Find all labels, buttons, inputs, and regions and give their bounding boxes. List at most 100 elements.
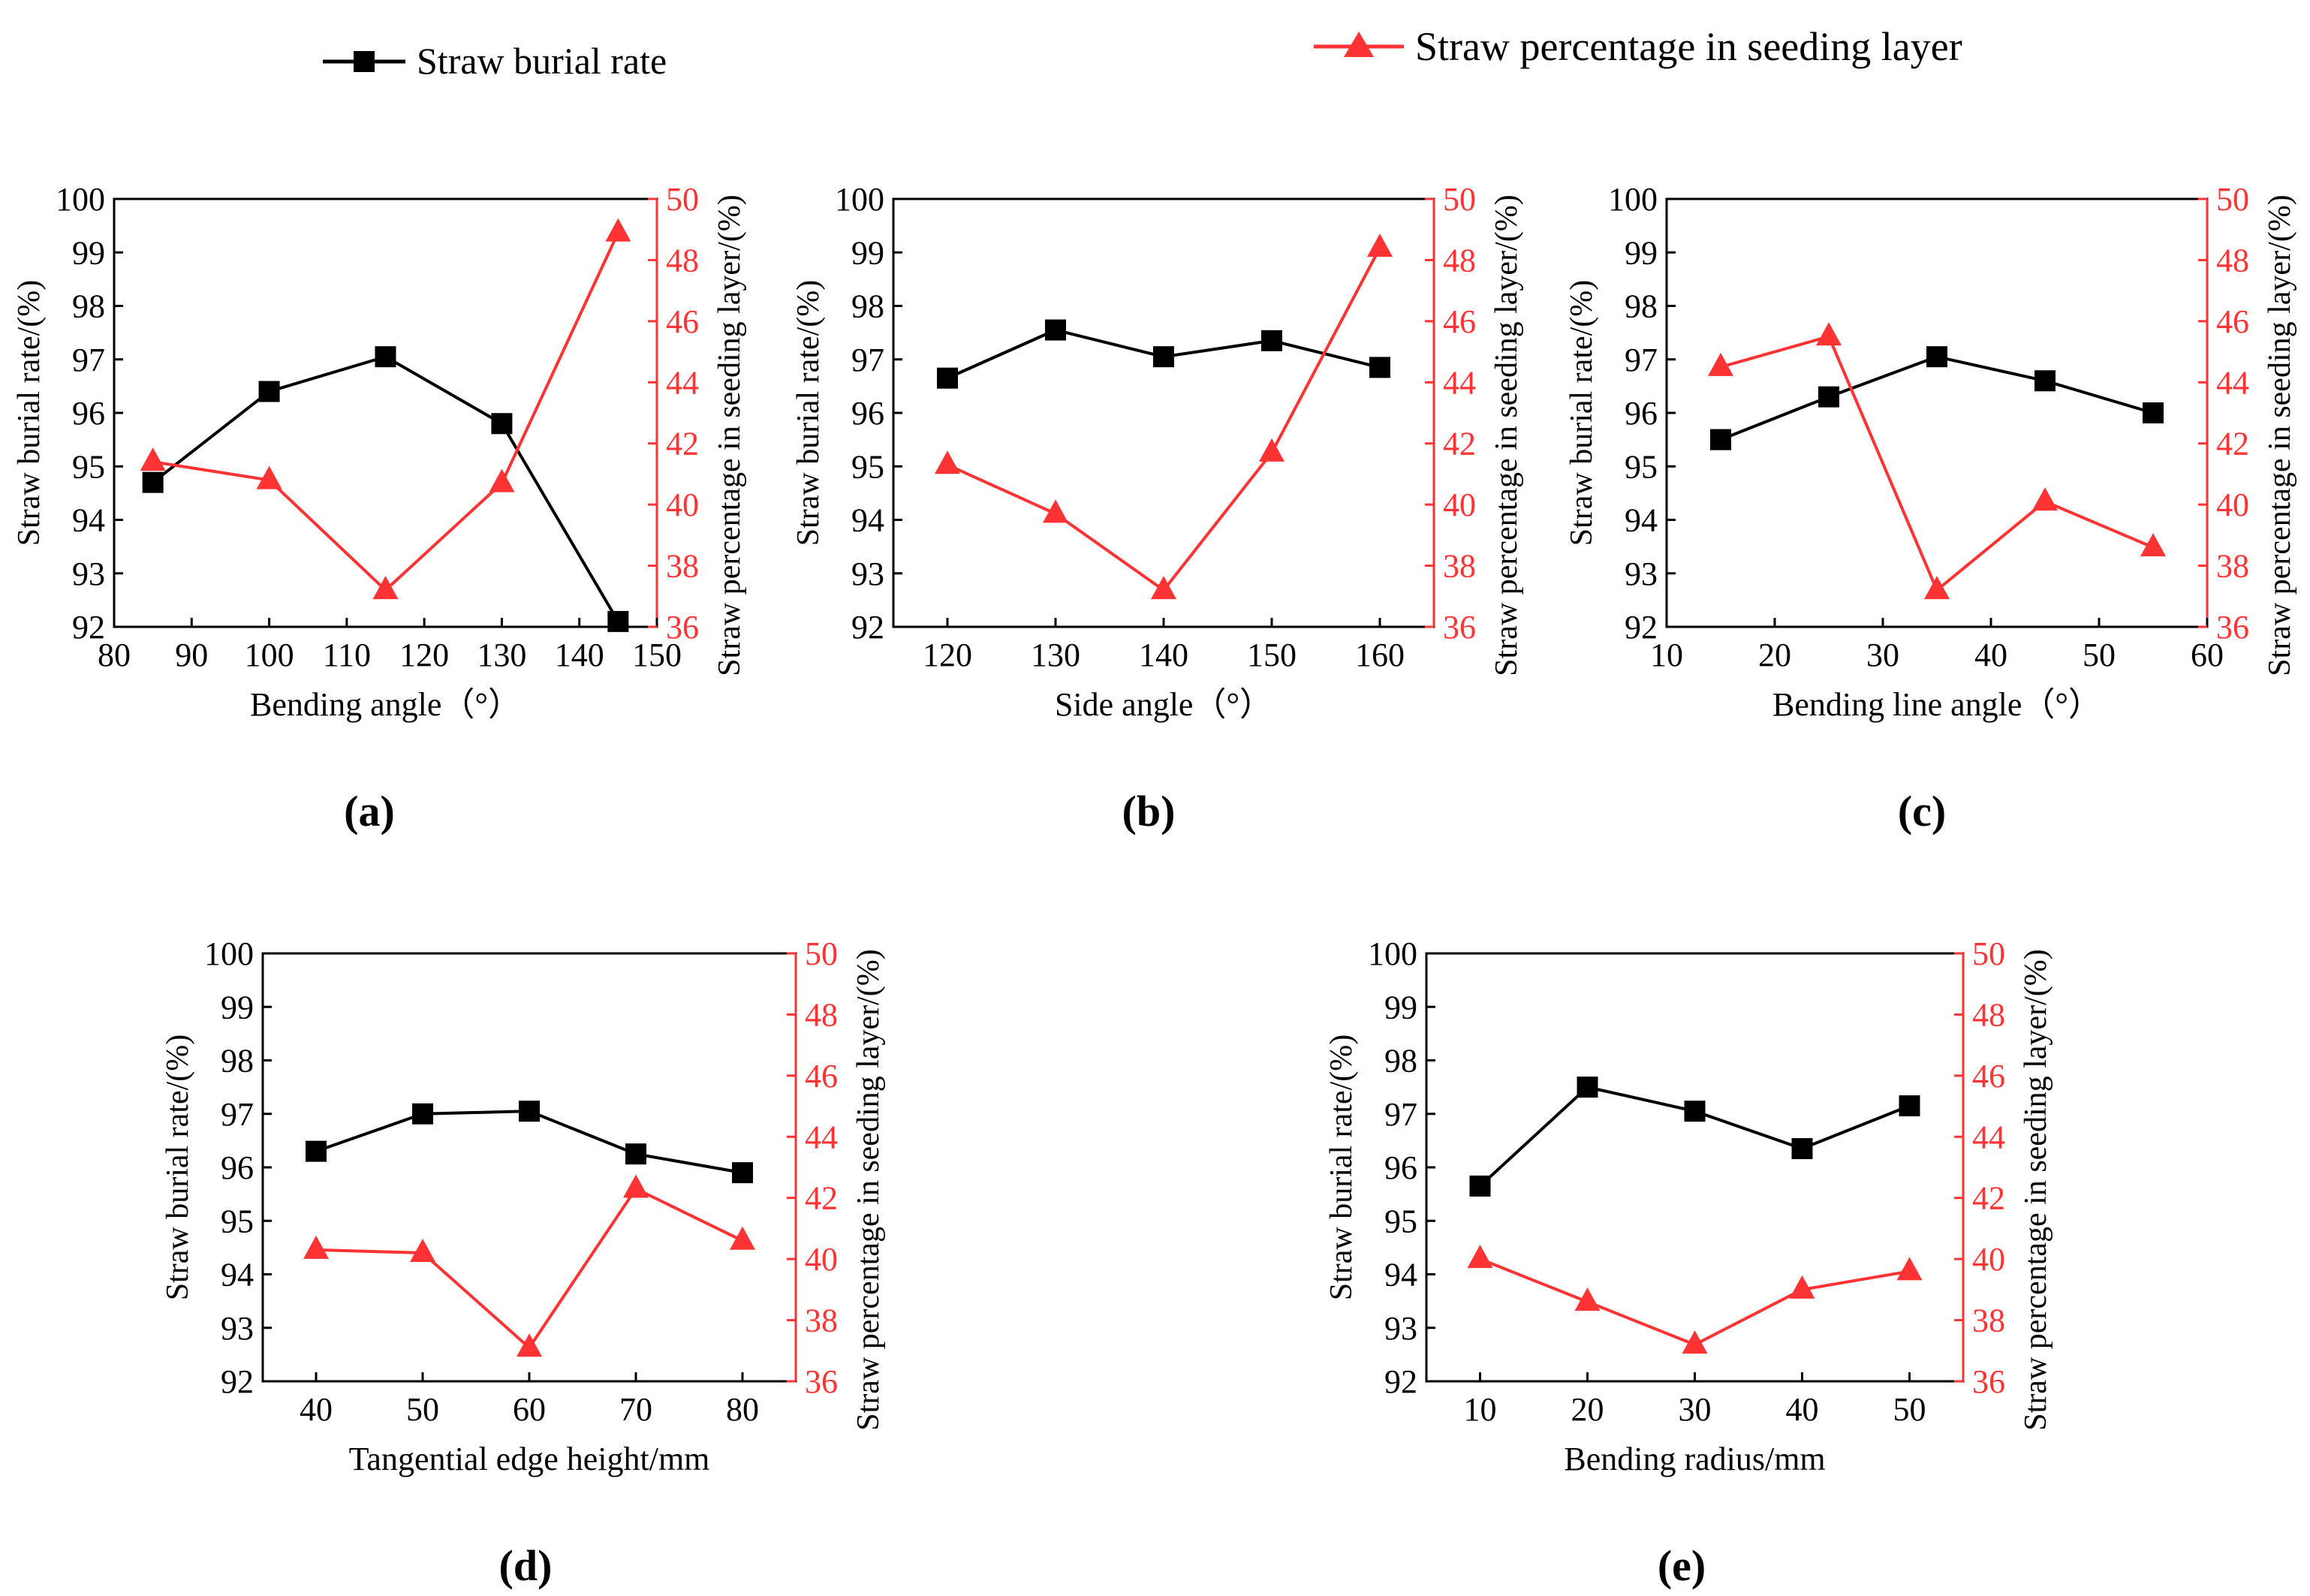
y-right-tick-label: 50 <box>1972 935 2005 972</box>
y-right-tick-label: 38 <box>2216 548 2249 585</box>
plot-frame <box>1665 197 2209 628</box>
y-right-tick-label: 36 <box>1972 1363 2005 1400</box>
y-left-tick-label: 94 <box>72 502 105 539</box>
y-left-tick-label: 96 <box>72 395 105 432</box>
y-left-tick-label: 99 <box>1625 234 1658 271</box>
y-right-tick-label: 38 <box>666 548 699 585</box>
x-tick-label: 80 <box>726 1391 759 1428</box>
y-left-tick-label: 97 <box>851 342 884 378</box>
y-right-tick-label: 36 <box>805 1363 838 1400</box>
y-right-tick-label: 42 <box>1443 426 1476 462</box>
y-right-tick-label: 42 <box>805 1180 838 1217</box>
y-left-tick-label: 95 <box>221 1203 254 1239</box>
data-point-percentage <box>140 447 166 471</box>
y-right-tick-label: 42 <box>1972 1180 2005 1217</box>
y-left-tick-label: 100 <box>1368 935 1417 972</box>
data-point-percentage <box>935 450 960 474</box>
panel-caption: (c) <box>1898 787 1946 836</box>
y-left-axis-title: Straw burial rate/(%) <box>1324 1034 1359 1301</box>
data-point-percentage <box>303 1235 329 1259</box>
data-point-burial <box>1926 346 1947 368</box>
y-left-tick-label: 95 <box>72 448 105 485</box>
x-tick-label: 20 <box>1758 637 1791 673</box>
y-left-tick-label: 96 <box>221 1149 254 1186</box>
y-right-tick-label: 40 <box>666 486 699 523</box>
series-line-percentage <box>1720 334 2154 593</box>
y-right-tick-label: 48 <box>1972 996 2005 1033</box>
x-axis-title: Side angle（°） <box>1055 686 1272 723</box>
data-point-percentage <box>1467 1245 1493 1269</box>
y-left-tick-label: 99 <box>851 234 884 271</box>
y-right-tick-label: 38 <box>1443 548 1476 585</box>
x-tick-label: 60 <box>2191 637 2224 673</box>
y-right-tick-label: 42 <box>666 426 699 462</box>
x-axis-title: Bending line angle（°） <box>1772 686 2101 723</box>
data-point-burial <box>375 346 396 368</box>
x-tick-label: 90 <box>175 637 208 673</box>
y-left-tick-label: 97 <box>1384 1096 1417 1133</box>
y-left-tick-label: 98 <box>221 1043 254 1080</box>
y-left-axis-title: Straw burial rate/(%) <box>791 280 826 547</box>
x-axis-title: Bending angle（°） <box>250 686 521 723</box>
data-point-burial <box>1469 1175 1491 1197</box>
x-axis-title: Bending radius/mm <box>1564 1441 1825 1477</box>
x-tick-label: 40 <box>1786 1391 1819 1428</box>
y-left-tick-label: 92 <box>1384 1363 1417 1400</box>
x-tick-label: 120 <box>399 637 449 673</box>
series-line-burial <box>1720 355 2154 441</box>
data-point-percentage <box>1789 1275 1815 1299</box>
y-left-tick-label: 92 <box>851 609 884 646</box>
y-right-axis-title: Straw percentage in seeding layer/(%) <box>1489 194 1524 676</box>
data-point-burial <box>1684 1101 1706 1122</box>
data-point-burial <box>1577 1077 1598 1098</box>
y-right-axis-title: Straw percentage in seeding layer/(%) <box>712 194 747 676</box>
data-point-percentage <box>1043 499 1068 523</box>
data-point-burial <box>258 381 280 402</box>
panel-caption: (b) <box>1122 787 1176 836</box>
y-right-axis-title: Straw percentage in seeding layer/(%) <box>2263 194 2297 676</box>
data-point-burial <box>1818 386 1839 408</box>
y-left-tick-label: 92 <box>221 1363 254 1400</box>
y-right-axis-title: Straw percentage in seeding layer/(%) <box>2019 949 2053 1430</box>
data-point-percentage <box>1367 233 1393 257</box>
y-left-tick-label: 98 <box>1384 1043 1417 1080</box>
data-point-percentage <box>1574 1287 1601 1311</box>
y-left-tick-label: 98 <box>72 288 105 325</box>
legend-swatch-burial-marker <box>354 51 375 72</box>
y-left-tick-label: 99 <box>1384 989 1417 1025</box>
y-right-tick-label: 42 <box>2216 426 2249 462</box>
y-left-tick-label: 93 <box>72 556 105 592</box>
data-point-percentage <box>1816 322 1842 346</box>
y-left-axis-title: Straw burial rate/(%) <box>1565 280 1599 547</box>
x-tick-label: 50 <box>1893 1391 1926 1428</box>
y-right-tick-label: 38 <box>805 1302 838 1339</box>
y-left-tick-label: 93 <box>1625 556 1658 592</box>
y-left-tick-label: 98 <box>851 288 884 325</box>
y-right-tick-label: 50 <box>1443 181 1476 218</box>
data-point-burial <box>491 413 513 435</box>
series-line-percentage <box>152 231 620 592</box>
y-left-tick-label: 100 <box>56 181 105 218</box>
x-tick-label: 50 <box>2083 637 2116 673</box>
y-right-tick-label: 36 <box>2216 609 2249 646</box>
data-point-burial <box>1899 1095 1920 1117</box>
y-right-tick-label: 40 <box>2216 486 2249 523</box>
y-left-tick-label: 97 <box>72 342 105 378</box>
x-tick-label: 30 <box>1679 1391 1712 1428</box>
y-left-axis-title: Straw burial rate/(%) <box>12 280 47 547</box>
x-tick-label: 150 <box>1247 637 1297 673</box>
x-tick-label: 10 <box>1464 1391 1497 1428</box>
data-point-burial <box>412 1103 433 1125</box>
y-right-tick-label: 36 <box>1443 609 1476 646</box>
y-right-tick-label: 50 <box>2216 181 2249 218</box>
y-left-tick-label: 93 <box>1384 1310 1417 1347</box>
y-right-tick-label: 46 <box>805 1058 838 1095</box>
data-point-burial <box>937 367 958 389</box>
x-tick-label: 10 <box>1650 637 1683 673</box>
x-tick-label: 50 <box>406 1391 439 1428</box>
y-left-tick-label: 97 <box>1625 342 1658 378</box>
y-left-axis-title: Straw burial rate/(%) <box>161 1034 195 1301</box>
charts: 80 90 100 110 120 130 140 150929394959697989910… <box>12 181 2297 1590</box>
y-left-tick-label: 93 <box>221 1310 254 1347</box>
